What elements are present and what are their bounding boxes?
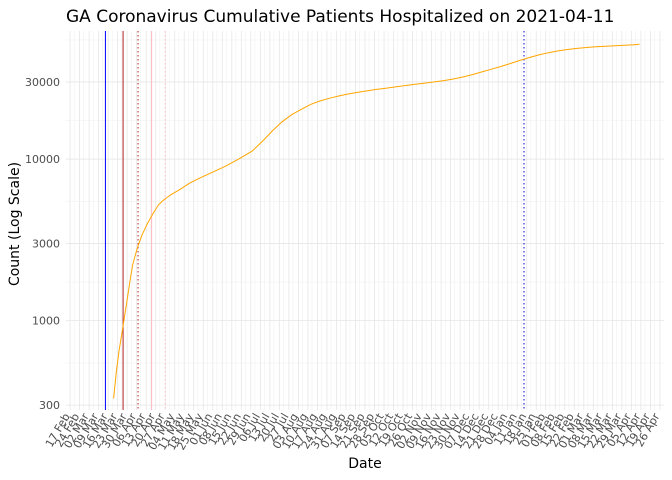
series-group <box>113 43 640 399</box>
chart-title: GA Coronavirus Cumulative Patients Hospi… <box>66 7 614 27</box>
y-axis: 300 1000 3000 10000 30000 <box>25 76 60 412</box>
series-line <box>113 43 640 399</box>
y-tick-label: 300 <box>39 399 60 412</box>
y-tick-label: 3000 <box>32 238 60 251</box>
grid <box>66 31 664 410</box>
reference-lines <box>104 31 525 410</box>
y-tick-label: 30000 <box>25 76 60 89</box>
y-tick-label: 10000 <box>25 153 60 166</box>
y-tick-label: 1000 <box>32 315 60 328</box>
y-axis-title: Count (Log Scale) <box>7 162 23 286</box>
x-axis-title: Date <box>348 456 381 472</box>
